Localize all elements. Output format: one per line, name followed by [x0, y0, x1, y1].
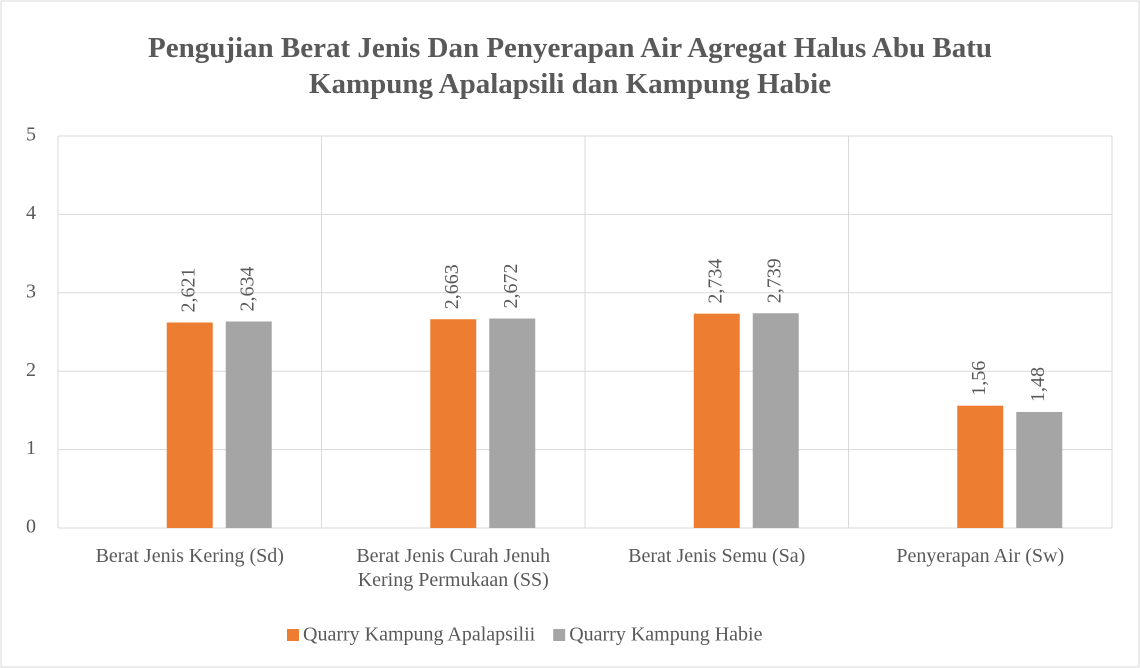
bar — [693, 313, 740, 528]
x-tick-label: Berat Jenis Curah Jenuh Kering Permukaan… — [356, 545, 551, 591]
x-tick-label: Berat Jenis Semu (Sa) — [628, 545, 806, 567]
x-tick-label: Berat Jenis Kering (Sd) — [95, 545, 284, 567]
bar — [1016, 411, 1063, 528]
value-label: 2,663 — [441, 264, 463, 309]
y-tick-label: 4 — [26, 202, 36, 224]
value-label: 2,634 — [236, 266, 258, 311]
legend-swatch — [287, 629, 299, 641]
legend-label: Quarry Kampung Apalapsilii — [303, 624, 536, 646]
y-tick-label: 3 — [26, 280, 36, 302]
bar — [430, 319, 477, 528]
legend-label: Quarry Kampung Habie — [569, 624, 762, 646]
y-tick-label: 0 — [26, 516, 36, 538]
y-tick-label: 1 — [26, 437, 36, 459]
bar — [225, 321, 272, 528]
value-label: 1,56 — [968, 361, 990, 396]
bar — [489, 318, 536, 528]
bar — [166, 322, 213, 528]
chart-title: Pengujian Berat Jenis Dan Penyerapan Air… — [147, 32, 993, 100]
legend-swatch — [553, 629, 566, 641]
y-tick-label: 5 — [26, 124, 36, 146]
y-tick-label: 2 — [26, 359, 36, 381]
value-label: 2,734 — [704, 259, 726, 304]
bar — [752, 313, 799, 528]
value-label: 2,739 — [763, 258, 785, 303]
value-label: 2,672 — [500, 264, 522, 309]
value-label: 1,48 — [1027, 367, 1049, 402]
x-tick-label: Penyerapan Air (Sw) — [896, 545, 1065, 567]
value-label: 2,621 — [177, 268, 199, 313]
bar — [957, 405, 1004, 528]
